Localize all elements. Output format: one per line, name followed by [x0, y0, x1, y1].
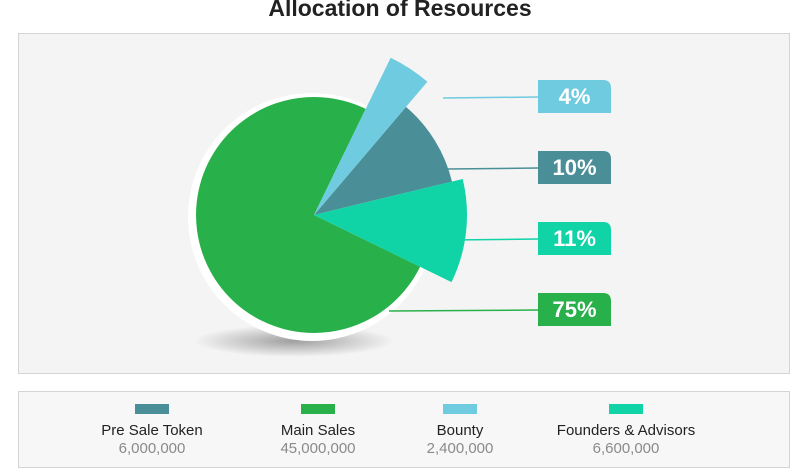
legend-value: 6,000,000 [118, 440, 186, 457]
legend-label: Pre Sale Token [101, 422, 203, 439]
callout-tag [538, 151, 611, 184]
callout-tag [538, 80, 611, 113]
callout-line [388, 309, 539, 312]
legend-item-founders-advisors: Founders & Advisors 6,600,000 [536, 404, 716, 458]
legend-swatch [609, 404, 643, 414]
callout-line [446, 167, 539, 170]
pie-slice-main-sales [196, 96, 421, 333]
percent-label: 10% [552, 155, 596, 180]
legend-value: 45,000,000 [280, 440, 356, 457]
legend-value: 6,600,000 [592, 440, 660, 457]
legend-item-bounty: Bounty 2,400,000 [370, 404, 550, 458]
legend-swatch [301, 404, 335, 414]
pie-slice-pre-sale-token [314, 106, 452, 215]
legend-item-pre-sale-token: Pre Sale Token 6,000,000 [62, 404, 242, 458]
percent-label: 75% [552, 297, 596, 322]
callout-line [442, 96, 539, 99]
legend-swatch [443, 404, 477, 414]
legend-label: Bounty [436, 422, 484, 439]
callout-line [448, 238, 539, 241]
legend-label: Main Sales [280, 422, 356, 439]
callout-tag [538, 293, 611, 326]
legend-swatch [135, 404, 169, 414]
pie-chart: 4% 10% 11% 75% [188, 57, 611, 357]
legend-panel: Pre Sale Token 6,000,000 Main Sales 45,0… [18, 391, 790, 468]
legend-label: Founders & Advisors [556, 422, 696, 439]
legend-item-main-sales: Main Sales 45,000,000 [228, 404, 408, 458]
pie-slice-bounty [314, 57, 428, 216]
percent-label: 4% [559, 84, 591, 109]
percent-label: 11% [553, 226, 596, 251]
callout-tag [538, 222, 611, 255]
legend-value: 2,400,000 [426, 440, 494, 457]
chart-panel: 4% 10% 11% 75% [18, 33, 790, 374]
pie-slice-founders-advisors [314, 179, 467, 283]
chart-title: Allocation of Resources [268, 0, 532, 21]
